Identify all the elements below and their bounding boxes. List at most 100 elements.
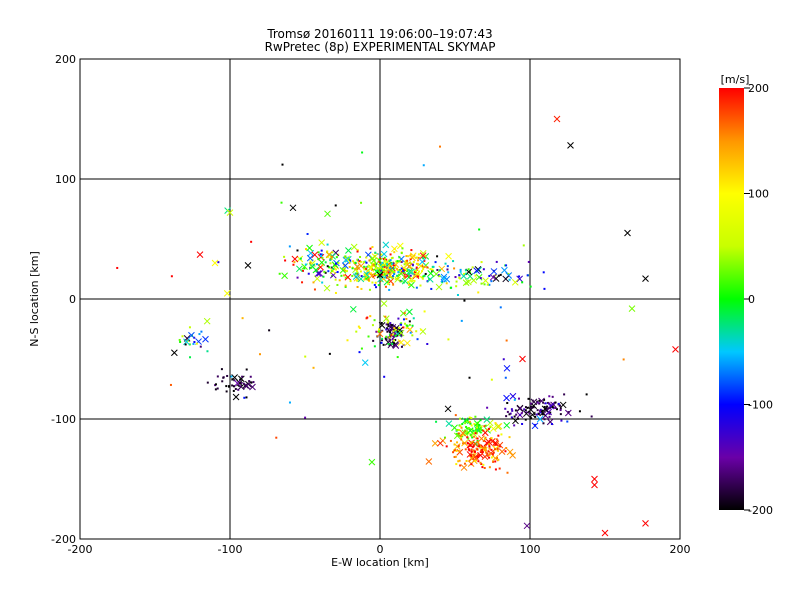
data-point-cross <box>243 382 251 390</box>
y-tick-label: -200 <box>51 533 76 546</box>
data-point-dot <box>550 423 553 426</box>
data-point-dot <box>494 468 497 471</box>
data-point-dot <box>366 276 369 279</box>
data-point-dot <box>421 265 424 268</box>
data-point-dot <box>487 443 490 446</box>
data-point-dot <box>526 406 529 409</box>
data-point-dot <box>363 268 366 271</box>
data-point-dot <box>460 319 463 322</box>
data-point-dot <box>559 407 562 410</box>
data-point-dot <box>536 401 539 404</box>
data-point-cross <box>306 254 314 262</box>
data-point-dot <box>389 331 392 334</box>
data-point-dot <box>543 287 546 290</box>
data-point-dot <box>463 299 466 302</box>
data-point-dot <box>457 444 460 447</box>
data-point-dot <box>324 261 327 264</box>
data-point-dot <box>419 284 422 287</box>
data-point-dot <box>315 263 318 266</box>
data-point-dot <box>488 466 491 469</box>
data-point-dot <box>476 448 479 451</box>
data-point-dot <box>530 417 533 420</box>
data-point-dot <box>389 326 392 329</box>
colorbar-ticks: -200 -100 0 100 200 <box>744 82 773 517</box>
data-point-dot <box>385 274 388 277</box>
data-point-dot <box>457 432 460 435</box>
data-point-dot <box>385 276 388 279</box>
data-point-dot <box>368 265 371 268</box>
data-point-dot <box>405 317 408 320</box>
data-point-dot <box>353 261 356 264</box>
data-point-dot <box>222 376 225 379</box>
data-point-dot <box>540 409 543 412</box>
data-point-dot <box>360 287 363 290</box>
data-point-dot <box>463 442 466 445</box>
data-point-dot <box>188 326 191 329</box>
data-point-dot <box>474 458 477 461</box>
data-point-cross <box>462 279 470 287</box>
data-point-cross <box>211 259 219 267</box>
data-point-dot <box>415 330 418 333</box>
data-point-dot <box>467 421 470 424</box>
data-point-dot <box>409 331 412 334</box>
data-point-dot <box>390 265 393 268</box>
data-point-dot <box>423 259 426 262</box>
data-point-dot <box>484 437 487 440</box>
data-point-dot <box>504 376 507 379</box>
data-point-cross <box>511 278 519 286</box>
data-point-cross <box>672 346 679 353</box>
data-point-dot <box>544 402 547 405</box>
data-point-dot <box>476 455 479 458</box>
data-point-dot <box>338 279 341 282</box>
data-point-dot <box>472 435 475 438</box>
data-point-cross <box>399 309 407 317</box>
data-point-dot <box>366 278 369 281</box>
data-point-dot <box>415 256 418 259</box>
data-point-dot <box>383 375 386 378</box>
data-point-cross <box>296 265 303 273</box>
data-point-dot <box>349 259 352 262</box>
data-point-dot <box>245 368 248 371</box>
data-point-dot <box>494 443 497 446</box>
data-point-dot <box>374 263 377 266</box>
data-point-dot <box>510 408 513 411</box>
data-point-dot <box>473 422 476 425</box>
data-point-dot <box>391 342 394 345</box>
data-point-dot <box>426 342 429 345</box>
data-point-dot <box>356 258 359 261</box>
data-point-dot <box>499 273 502 276</box>
data-point-dot <box>403 263 406 266</box>
data-point-dot <box>349 280 352 283</box>
data-point-dot <box>522 244 525 247</box>
data-point-dot <box>392 335 395 338</box>
data-point-dot <box>392 264 395 267</box>
data-point-dot <box>510 416 513 419</box>
data-point-dot <box>505 447 508 450</box>
data-point-dot <box>199 345 202 348</box>
data-point-dot <box>385 323 388 326</box>
data-point-dot <box>445 445 448 448</box>
data-point-cross <box>503 394 510 402</box>
data-point-dot <box>374 265 377 268</box>
data-point-dot <box>284 259 287 262</box>
data-point-dot <box>421 276 424 279</box>
data-point-dot <box>538 402 541 405</box>
data-point-dot <box>515 413 518 416</box>
data-point-dot <box>474 432 477 435</box>
data-point-dot <box>549 406 552 409</box>
data-point-dot <box>195 342 198 345</box>
data-point-dot <box>461 434 464 437</box>
data-point-dot <box>391 263 394 266</box>
data-point-dot <box>322 275 325 278</box>
data-point-dot <box>334 204 337 207</box>
colorbar: [m/s] -200 -100 0 100 200 <box>719 73 773 517</box>
data-point-dot <box>252 381 255 384</box>
chart-subtitle: RwPretec (8p) EXPERIMENTAL SKYMAP <box>265 40 496 54</box>
colorbar-tick-label: 200 <box>748 82 769 95</box>
data-point-cross <box>385 266 393 274</box>
data-point-dot <box>436 268 439 271</box>
data-point-dot <box>363 273 366 276</box>
data-point-dot <box>301 269 304 272</box>
data-point-dot <box>384 337 387 340</box>
